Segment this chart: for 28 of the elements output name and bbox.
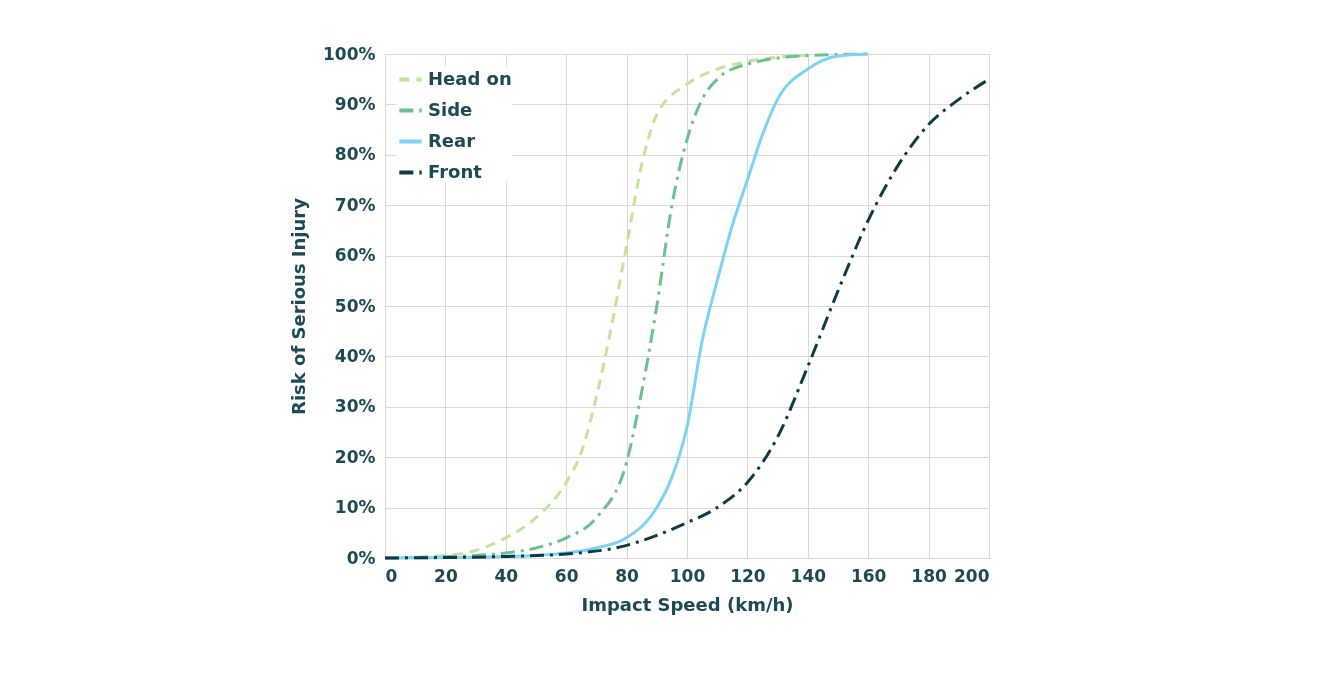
y-tick-label: 10% — [334, 497, 376, 518]
y-tick-label: 0% — [346, 547, 376, 568]
y-tick-label: 100% — [322, 43, 376, 64]
x-tick-label: 20 — [434, 565, 458, 586]
x-axis-title: Impact Speed (km/h) — [581, 593, 794, 615]
y-tick-label: 80% — [334, 144, 376, 165]
legend-label: Side — [428, 98, 473, 120]
x-tick-label: 160 — [850, 565, 887, 586]
x-tick-label: 200 — [954, 565, 990, 586]
y-tick-label: 60% — [334, 245, 376, 266]
x-tick-label: 140 — [790, 565, 827, 586]
legend-label: Rear — [428, 129, 476, 151]
y-tick-label: 30% — [334, 396, 376, 417]
legend-label: Front — [428, 160, 483, 182]
x-tick-label: 0 — [385, 565, 398, 586]
y-tick-label: 70% — [334, 194, 376, 215]
x-tick-label: 120 — [730, 565, 766, 586]
x-tick-label: 100 — [669, 565, 706, 586]
y-axis-title: Risk of Serious Injury — [287, 197, 309, 415]
y-tick-label: 90% — [334, 93, 376, 114]
legend-label: Head on — [428, 67, 512, 89]
x-tick-label: 40 — [494, 565, 519, 586]
y-tick-label: 20% — [334, 446, 376, 467]
x-tick-label: 80 — [615, 565, 640, 586]
x-tick-label: 180 — [911, 565, 948, 586]
y-tick-label: 50% — [334, 295, 376, 316]
x-tick-label: 60 — [554, 565, 579, 586]
y-tick-label: 40% — [334, 345, 376, 366]
